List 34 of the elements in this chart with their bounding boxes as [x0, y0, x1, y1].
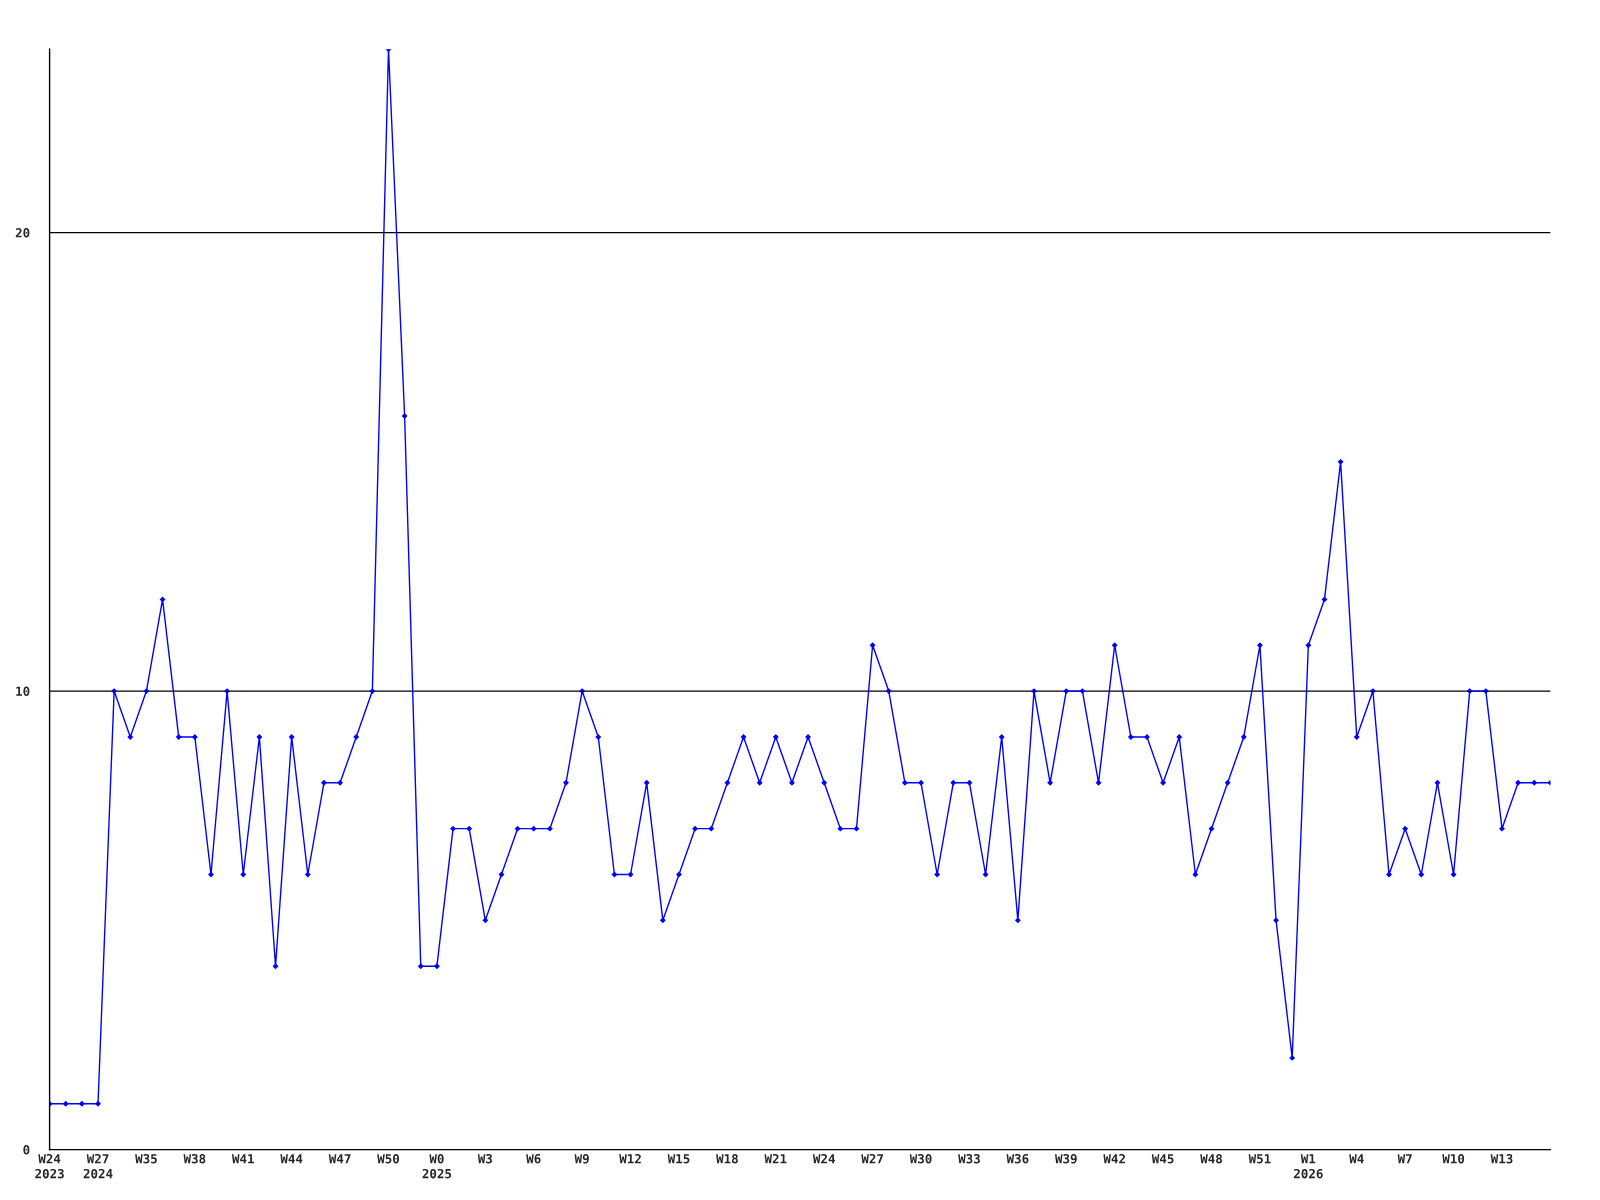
x-tick-label: W0 2025	[422, 1153, 452, 1179]
x-tick-label: W6	[526, 1154, 541, 1164]
x-tick-label: W4	[1349, 1154, 1364, 1164]
x-tick-label: W50	[377, 1153, 400, 1164]
x-tick-label: W30	[909, 1153, 932, 1164]
x-tick-label: W21	[764, 1153, 787, 1164]
x-tick-label: W45	[1151, 1154, 1174, 1164]
y-tick-label: 0	[23, 1145, 30, 1155]
x-tick-label: W1 2026	[1293, 1154, 1323, 1179]
x-tick-label: W9	[574, 1154, 589, 1164]
x-tick-label: W47	[328, 1154, 351, 1164]
x-tick-label: W36	[1006, 1153, 1029, 1164]
x-tick-label: W48	[1200, 1153, 1223, 1164]
x-tick-label: W35	[135, 1153, 157, 1164]
x-tick-label: W13	[1490, 1153, 1513, 1164]
x-tick-label: W51	[1248, 1154, 1271, 1164]
x-tick-label: W38	[183, 1153, 206, 1164]
x-tick-label: W15	[667, 1154, 690, 1164]
x-tick-label: W7	[1397, 1154, 1412, 1164]
y-tick-label: 20	[15, 228, 30, 238]
x-tick-label: W3	[477, 1153, 493, 1164]
x-tick-label: W42	[1103, 1153, 1125, 1164]
x-tick-label: W39	[1054, 1153, 1077, 1164]
x-tick-label: W41	[231, 1154, 254, 1164]
x-tick-label: W33	[958, 1153, 980, 1164]
x-tick-label: W12	[619, 1153, 641, 1164]
x-tick-label: W10	[1442, 1153, 1465, 1164]
x-tick-label: W24	[812, 1153, 835, 1164]
x-tick-label: W27 2024	[83, 1153, 113, 1179]
y-tick-label: 10	[16, 686, 30, 697]
x-tick-label: W27	[861, 1153, 883, 1164]
x-tick-label: W44	[280, 1154, 303, 1164]
x-tick-label: W18	[716, 1153, 738, 1164]
x-tick-label: W24 2023	[35, 1153, 64, 1179]
